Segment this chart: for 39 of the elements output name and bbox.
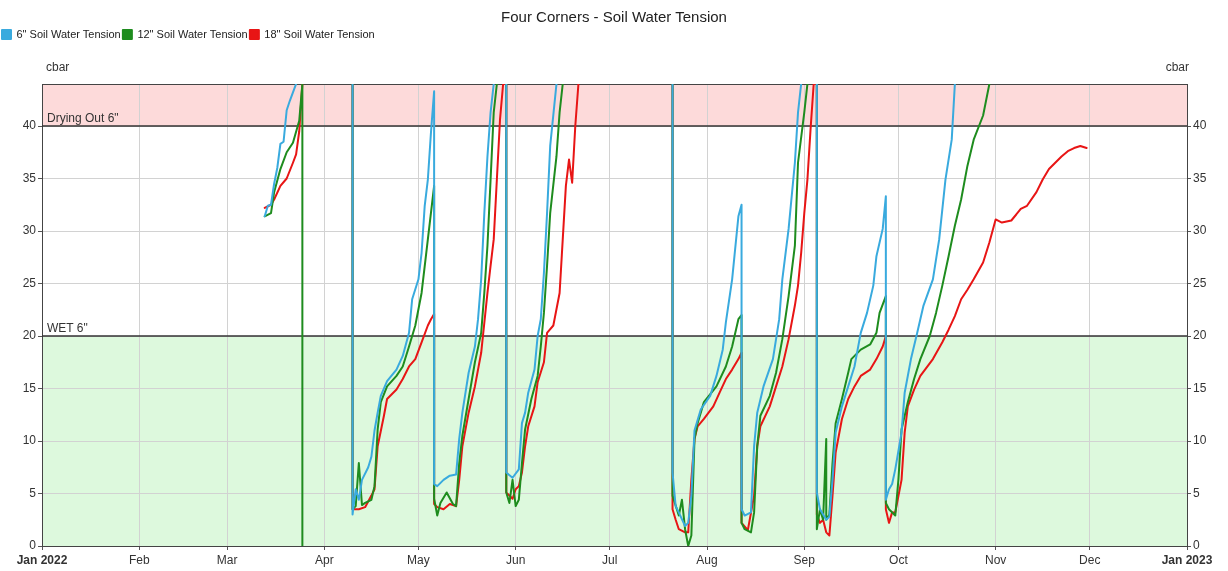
x-tick-label: Sep — [793, 552, 816, 567]
x-tick-label: Dec — [1079, 552, 1101, 567]
x-tick-label: Apr — [314, 552, 334, 567]
x-tick-label: Jan 2023 — [1161, 552, 1213, 567]
x-tick-label: Jul — [602, 552, 618, 567]
band-label: Drying Out 6" — [47, 111, 119, 125]
y-tick-label: 40 — [22, 118, 37, 133]
y-tick-label: 10 — [22, 433, 37, 448]
x-tick-label: Mar — [216, 552, 238, 567]
x-tick-label: May — [407, 552, 430, 567]
y-tick-label: 5 — [29, 485, 37, 500]
y2-axis-title: cbar — [1165, 60, 1189, 75]
y-tick-label: 35 — [22, 170, 37, 185]
band-label: WET 6" — [47, 321, 88, 335]
y2-tick-label: 25 — [1193, 275, 1207, 290]
y-tick-label: 20 — [22, 328, 37, 343]
y-axis-title: cbar — [46, 60, 70, 75]
y2-tick-label: 5 — [1193, 485, 1200, 500]
x-tick-label: Oct — [889, 552, 909, 567]
legend-label: 6" Soil Water Tension — [16, 27, 121, 40]
y-tick-label: 0 — [29, 538, 37, 553]
x-tick-label: Nov — [984, 552, 1007, 567]
y-tick-label: 25 — [22, 275, 37, 290]
x-tick-label: Feb — [128, 552, 150, 567]
legend-label: 18" Soil Water Tension — [264, 27, 375, 40]
y-tick-label: 30 — [22, 223, 37, 238]
y2-tick-label: 20 — [1193, 328, 1207, 343]
x-tick-label: Aug — [696, 552, 718, 567]
x-tick-label: Jun — [506, 552, 526, 567]
y2-tick-label: 10 — [1193, 433, 1207, 448]
y2-tick-label: 40 — [1193, 118, 1207, 133]
chart-title: Four Corners - Soil Water Tension — [501, 8, 727, 26]
x-tick-label: Jan 2022 — [16, 552, 68, 567]
legend-label: 12" Soil Water Tension — [137, 27, 248, 40]
y2-tick-label: 15 — [1193, 380, 1207, 395]
y2-tick-label: 35 — [1193, 170, 1207, 185]
y2-tick-label: 30 — [1193, 223, 1207, 238]
y-tick-label: 15 — [22, 380, 37, 395]
y2-tick-label: 0 — [1193, 538, 1200, 553]
